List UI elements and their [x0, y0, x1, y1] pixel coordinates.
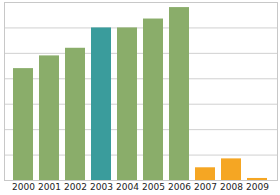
svg-text:2000: 2000 — [12, 182, 35, 192]
svg-text:2008: 2008 — [220, 182, 243, 192]
svg-text:2006: 2006 — [168, 182, 191, 192]
svg-text:2007: 2007 — [194, 182, 217, 192]
svg-text:2002: 2002 — [64, 182, 87, 192]
svg-text:2004: 2004 — [116, 182, 139, 192]
svg-text:2005: 2005 — [142, 182, 165, 192]
svg-text:2003: 2003 — [90, 182, 113, 192]
svg-text:2001: 2001 — [38, 182, 61, 192]
svg-text:2009: 2009 — [246, 182, 269, 192]
